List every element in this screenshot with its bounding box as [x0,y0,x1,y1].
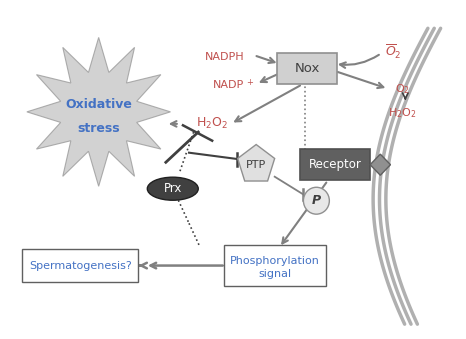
Text: PTP: PTP [246,160,266,170]
Polygon shape [370,154,391,175]
Circle shape [303,187,329,214]
Polygon shape [27,37,171,186]
Text: Prx: Prx [164,182,182,195]
FancyBboxPatch shape [22,249,138,282]
Text: P: P [312,194,321,207]
FancyBboxPatch shape [300,149,370,180]
Text: Spermatogenesis?: Spermatogenesis? [29,261,131,271]
Text: Receptor: Receptor [308,158,361,171]
Text: stress: stress [77,122,120,135]
Text: $\overline{O}_2$: $\overline{O}_2$ [384,43,401,61]
Ellipse shape [147,177,198,200]
Text: Oxidative: Oxidative [65,98,132,111]
Text: +: + [246,78,253,86]
Text: signal: signal [258,269,291,279]
Text: O$_2$: O$_2$ [395,82,410,96]
Text: H$_2$O$_2$: H$_2$O$_2$ [196,116,228,132]
Polygon shape [238,144,274,181]
Text: H$_2$O$_2$: H$_2$O$_2$ [388,106,417,120]
Text: Phosphorylation: Phosphorylation [230,256,320,266]
FancyBboxPatch shape [224,245,326,286]
Text: NADP: NADP [213,80,245,91]
Text: NADPH: NADPH [205,52,245,62]
FancyBboxPatch shape [277,53,337,84]
Text: Nox: Nox [295,62,320,75]
